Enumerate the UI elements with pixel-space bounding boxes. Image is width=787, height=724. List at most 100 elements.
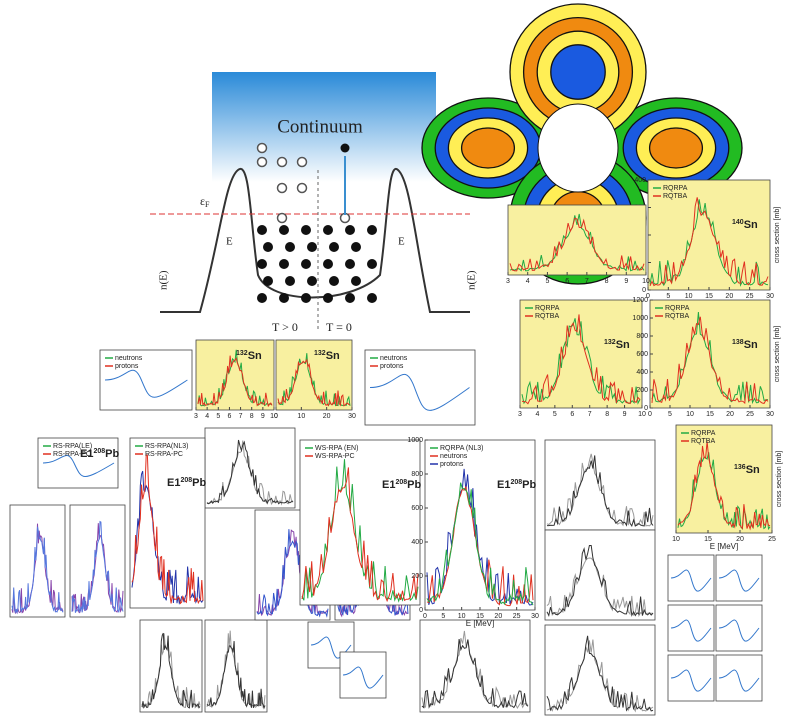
x-tick-label: 0: [274, 413, 278, 420]
axis-label: n(E): [466, 270, 478, 290]
y-tick-label: 600: [636, 351, 648, 358]
trace: [509, 217, 645, 272]
nucleon: [351, 242, 361, 252]
y-tick-label: 600: [411, 505, 423, 512]
x-tick-label: 8: [605, 278, 609, 285]
plot-area: [364, 349, 476, 426]
nucleus-label: E1208Pb: [80, 448, 119, 460]
nucleon: [257, 225, 267, 235]
legend-label: RS-RPA(LE): [53, 443, 92, 450]
plot-area: [419, 619, 531, 713]
plot: [204, 427, 296, 509]
legend-label: protons: [440, 461, 464, 468]
x-tick-label: 9: [261, 413, 265, 420]
nucleus-label: 138Sn: [732, 339, 758, 351]
nucleus-label: 132Sn: [604, 339, 630, 351]
level-label: E: [398, 236, 405, 248]
potential-well: [160, 167, 470, 313]
prefix: E1: [167, 477, 180, 489]
plot: [139, 619, 203, 713]
plot: [715, 554, 763, 602]
mass-number: 208: [180, 477, 192, 484]
x-tick-label: 3: [518, 411, 522, 418]
x-tick-label: 10: [638, 411, 646, 418]
trace: [546, 545, 654, 618]
legend-label: RQTBA: [665, 313, 689, 320]
y-tick-label: 800: [411, 471, 423, 478]
x-tick-label: 10: [672, 536, 680, 543]
wave: [42, 455, 115, 477]
y-tick-label: 0: [419, 607, 423, 614]
legend-label: neutrons: [380, 355, 408, 362]
plot-area: [519, 299, 643, 409]
hole: [256, 156, 268, 168]
y-tick-label: 0: [642, 287, 646, 294]
trace: [301, 459, 419, 603]
plot: 132Sn 3 4 5 6 7 8 9 10: [194, 339, 278, 420]
nucleon: [301, 225, 311, 235]
x-tick-label: 15: [476, 613, 484, 620]
element: Sn: [746, 464, 760, 476]
x-tick-label: 30: [531, 613, 539, 620]
y-tick-label: 1000: [407, 437, 423, 444]
trace: [677, 441, 771, 531]
trace: [131, 470, 204, 605]
nucleon: [279, 259, 289, 269]
plot: [69, 504, 126, 618]
x-tick-label: 3: [506, 278, 510, 285]
y-tick-label: 200: [636, 387, 648, 394]
plot: 132Sn 0 10 20 30: [274, 339, 356, 420]
x-tick-label: 25: [746, 411, 754, 418]
temperature: T = 0: [326, 320, 352, 334]
prefix: E1: [382, 479, 395, 491]
x-tick-label: 15: [706, 411, 714, 418]
legend-label: RS-RPA-PC: [145, 451, 183, 458]
axis-label: n(E): [158, 270, 170, 290]
y-tick-label: 400: [634, 177, 646, 184]
nucleon: [307, 242, 317, 252]
nucleus-label: E1208Pb: [382, 479, 421, 491]
x-tick-label: 10: [685, 293, 693, 300]
fermi-label: εF: [200, 194, 210, 209]
x-tick-label: 6: [570, 411, 574, 418]
prefix: E1: [80, 448, 93, 460]
mass-number: 208: [93, 448, 105, 455]
nucleon: [345, 293, 355, 303]
nucleon: [263, 242, 273, 252]
legend-label: RQTBA: [691, 438, 715, 445]
x-tick-label: 4: [526, 278, 530, 285]
wave: [342, 666, 384, 689]
x-tick-label: 5: [553, 411, 557, 418]
plot-area: [99, 349, 193, 411]
x-tick-label: 10: [270, 413, 278, 420]
plots: RQRPARQTBA140Sn0510152025300100200300400…: [9, 177, 783, 716]
x-tick-label: 30: [348, 413, 356, 420]
wave: [670, 619, 712, 642]
x-tick-label: 10: [297, 413, 305, 420]
trace: [651, 316, 769, 405]
wave: [670, 569, 712, 592]
plot: WS-RPA (EN)WS-RPA-PC E1208Pb: [299, 439, 421, 606]
element: Pb: [192, 477, 206, 489]
x-tick-label: 10: [642, 278, 650, 285]
hole: [276, 212, 288, 224]
nucleus-label: 132Sn: [236, 350, 262, 362]
nucleon: [367, 225, 377, 235]
y-tick-label: 800: [636, 333, 648, 340]
nucleon: [285, 276, 295, 286]
y-axis-label: cross section [mb]: [774, 207, 781, 263]
legend-label: protons: [115, 363, 139, 370]
legend-label: RQRPA: [663, 185, 688, 192]
plot: [9, 504, 66, 618]
plot: [544, 529, 656, 621]
nucleon: [345, 225, 355, 235]
x-tick-label: 0: [423, 613, 427, 620]
hole: [296, 156, 308, 168]
nucleon: [263, 276, 273, 286]
plot: [667, 604, 715, 652]
wave: [670, 669, 712, 692]
legend-label: WS-RPA-PC: [315, 453, 355, 460]
x-axis-label: E [MeV]: [466, 619, 494, 628]
